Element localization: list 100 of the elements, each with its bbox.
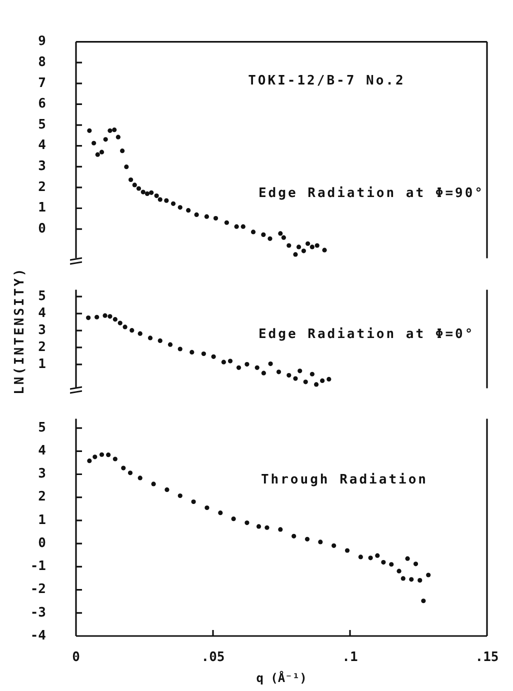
point: [303, 379, 308, 384]
point: [236, 365, 242, 370]
point: [234, 224, 239, 229]
point: [314, 243, 320, 248]
y-tick-label: 4: [38, 443, 46, 458]
text: Edge Radiation at Φ=90°: [258, 186, 484, 202]
point: [413, 561, 418, 566]
point: [178, 205, 182, 210]
point: [426, 572, 431, 577]
point: [128, 470, 133, 475]
y-tick-label: 3: [38, 159, 46, 174]
point: [400, 576, 406, 580]
point: [221, 359, 226, 364]
x-tick-label: .1: [342, 650, 358, 665]
point: [138, 475, 142, 480]
point: [95, 152, 100, 157]
point: [296, 244, 302, 250]
point: [278, 526, 283, 532]
y-tick-label: 4: [38, 306, 46, 321]
point: [149, 190, 154, 195]
point: [261, 370, 266, 376]
point: [158, 338, 162, 343]
point: [140, 190, 146, 194]
y-tick-label: -2: [30, 582, 46, 597]
point: [151, 481, 156, 486]
y-tick-label: 0: [38, 221, 46, 236]
y-tick-label: 1: [38, 356, 46, 372]
text: TOKI-12/B-7 No.2: [248, 74, 406, 89]
point: [121, 465, 126, 470]
point: [368, 555, 373, 560]
x-tick-label: .15: [475, 650, 499, 665]
point: [224, 220, 229, 225]
point: [409, 576, 414, 582]
point: [170, 201, 176, 206]
point: [87, 128, 92, 133]
point: [332, 543, 336, 548]
y-tick-label: 7: [38, 76, 46, 91]
y-tick-label: 5: [38, 288, 46, 304]
point: [106, 452, 111, 457]
point: [322, 248, 327, 252]
point: [292, 534, 296, 538]
point: [389, 562, 394, 566]
point: [190, 350, 194, 354]
point: [186, 208, 191, 213]
point: [112, 128, 117, 132]
point: [268, 361, 273, 366]
point: [310, 371, 314, 376]
point: [158, 197, 162, 202]
point: [204, 505, 210, 510]
point: [264, 525, 270, 530]
y-tick-label: 3: [38, 466, 46, 482]
point: [304, 536, 310, 542]
series-label: Edge Radiation at Φ=0°: [258, 326, 475, 342]
point: [344, 548, 350, 552]
point: [213, 216, 218, 221]
point: [250, 230, 256, 234]
y-axis-title: LN(INTENSITY): [12, 266, 28, 394]
point: [103, 137, 108, 142]
point: [405, 556, 410, 561]
point: [268, 236, 272, 241]
point: [168, 342, 173, 347]
y-tick-label: 5: [38, 117, 46, 132]
point: [108, 314, 112, 318]
point: [148, 335, 153, 340]
y-tick-label: 1: [38, 200, 46, 216]
point: [278, 231, 283, 236]
point: [314, 382, 319, 386]
point: [231, 516, 236, 521]
point: [306, 241, 310, 246]
y-tick-label: 2: [38, 340, 46, 355]
point: [310, 244, 314, 250]
y-tick-label: 9: [38, 34, 46, 50]
point: [164, 487, 170, 492]
point: [92, 454, 98, 459]
point: [87, 458, 92, 463]
point: [281, 235, 286, 240]
point: [244, 520, 250, 525]
point: [99, 150, 104, 154]
y-tick-label: 0: [38, 536, 46, 551]
point: [276, 369, 282, 374]
point: [178, 493, 182, 498]
point: [128, 177, 134, 182]
point: [138, 330, 142, 336]
point: [218, 510, 223, 515]
point: [396, 568, 402, 574]
point: [298, 368, 302, 373]
point: [381, 560, 386, 564]
y-tick-label: -3: [30, 604, 46, 620]
point: [286, 243, 292, 248]
point: [92, 140, 96, 146]
y-tick-label: 6: [38, 96, 46, 112]
y-tick-label: 3: [38, 322, 46, 338]
point: [132, 182, 137, 188]
point: [240, 224, 246, 229]
x-tick-label: .05: [201, 650, 225, 665]
y-tick-label: -1: [30, 558, 46, 574]
y-tick-label: 2: [38, 489, 46, 504]
point: [301, 248, 306, 254]
point: [116, 134, 120, 140]
point: [154, 193, 159, 198]
